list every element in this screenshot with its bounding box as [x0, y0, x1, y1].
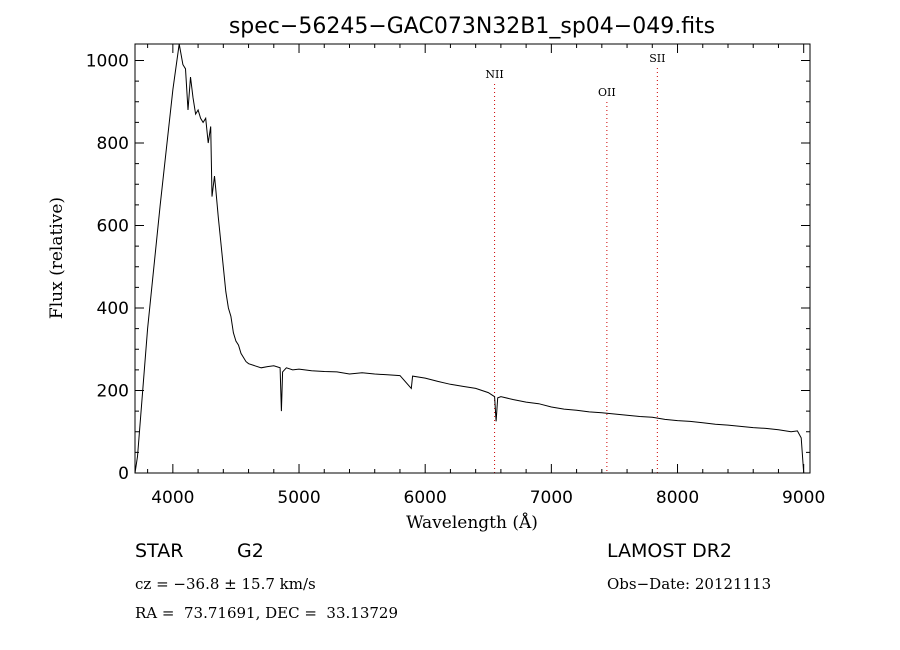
- x-tick-label: 9000: [782, 488, 825, 508]
- y-tick-label: 400: [97, 299, 129, 319]
- emission-label-nii: NII: [485, 68, 503, 81]
- spectrum-chart: spec−56245−GAC073N32B1_sp04−049.fits NII…: [47, 14, 826, 533]
- y-tick-label: 200: [97, 382, 129, 402]
- emission-line-markers: NII OII SII: [485, 52, 665, 473]
- plot-frame: [134, 43, 811, 474]
- x-tick-label: 5000: [277, 488, 320, 508]
- x-tick-label: 8000: [656, 488, 699, 508]
- y-tick-label: 1000: [86, 52, 129, 72]
- object-class: STAR: [135, 540, 184, 562]
- x-tick-label: 7000: [530, 488, 573, 508]
- y-tick-label: 600: [97, 217, 129, 237]
- y-axis-label: Flux (relative): [47, 197, 67, 319]
- chart-title: spec−56245−GAC073N32B1_sp04−049.fits: [229, 14, 715, 39]
- coordinates: RA = 73.71691, DEC = 33.13729: [135, 604, 399, 622]
- spectrum-line: [134, 43, 810, 474]
- y-tick-label: 0: [118, 464, 129, 484]
- redshift-velocity: cz = −36.8 ± 15.7 km/s: [135, 575, 316, 593]
- y-tick-label: 800: [97, 134, 129, 154]
- emission-label-oii: OII: [598, 86, 616, 99]
- survey-name: LAMOST DR2: [607, 540, 732, 562]
- x-axis-label: Wavelength (Å): [406, 512, 538, 533]
- axis-tick-labels: 4000 5000 6000 7000 8000 9000 0 200 400 600 800 100…: [86, 52, 826, 509]
- observation-date: Obs−Date: 20121113: [607, 575, 772, 593]
- object-subclass: G2: [237, 540, 264, 562]
- emission-label-sii: SII: [649, 52, 665, 65]
- x-tick-label: 6000: [404, 488, 447, 508]
- axis-ticks: [135, 44, 810, 474]
- x-tick-label: 4000: [151, 488, 194, 508]
